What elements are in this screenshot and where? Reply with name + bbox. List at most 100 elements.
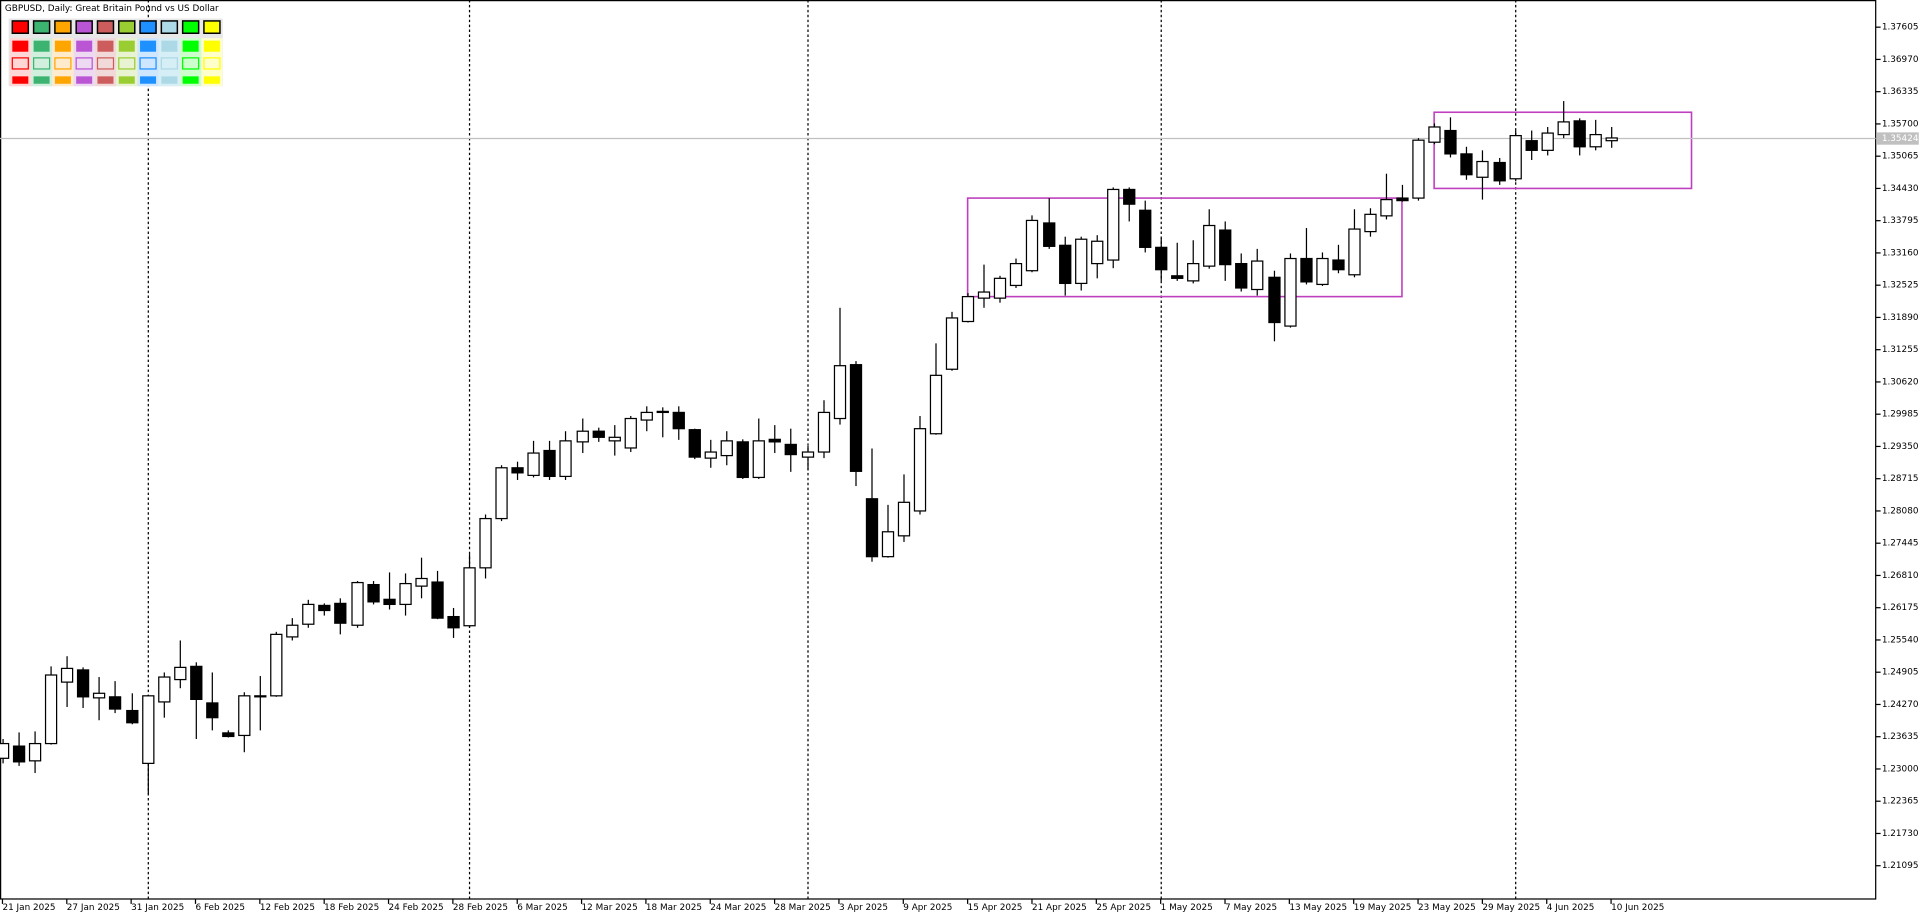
candle-body xyxy=(833,365,847,420)
palette-swatch[interactable] xyxy=(118,40,135,52)
y-tick-label: 1.26810 xyxy=(1882,571,1919,581)
price-zone xyxy=(966,197,1403,298)
candle-body xyxy=(318,604,331,612)
candle-body xyxy=(1251,260,1264,291)
candles xyxy=(0,101,1618,795)
candle-body xyxy=(1557,121,1570,136)
x-tick-label: 31 Jan 2025 xyxy=(131,903,184,913)
candle-body xyxy=(158,676,171,703)
candle-body xyxy=(592,430,605,438)
x-tick-label: 4 Jun 2025 xyxy=(1547,903,1595,913)
palette-swatch[interactable] xyxy=(118,57,136,70)
palette-swatch[interactable] xyxy=(54,20,72,34)
palette-swatch[interactable] xyxy=(12,40,29,52)
candle-body xyxy=(92,692,106,699)
y-tick-label: 1.32525 xyxy=(1882,281,1919,291)
palette-swatch[interactable] xyxy=(32,20,51,34)
palette-swatch[interactable] xyxy=(76,40,93,52)
candle-body xyxy=(784,443,797,456)
palette-swatch[interactable] xyxy=(203,76,220,84)
x-tick-label: 21 Jan 2025 xyxy=(2,903,55,913)
palette-swatch[interactable] xyxy=(160,20,179,34)
palette-swatch[interactable] xyxy=(181,20,200,34)
y-tick-label: 1.29350 xyxy=(1882,442,1919,452)
candle-body xyxy=(1059,244,1072,285)
palette-swatch[interactable] xyxy=(160,57,178,70)
x-tick-label: 12 Feb 2025 xyxy=(260,903,315,913)
palette-swatch[interactable] xyxy=(140,40,157,52)
palette-swatch[interactable] xyxy=(118,76,135,84)
x-tick-label: 25 Apr 2025 xyxy=(1096,903,1151,913)
palette-swatch[interactable] xyxy=(97,40,114,52)
candle-body xyxy=(463,567,476,627)
palette-swatch[interactable] xyxy=(118,20,136,34)
x-tick-label: 15 Apr 2025 xyxy=(968,903,1023,913)
candle-body xyxy=(1605,137,1618,142)
palette-swatch[interactable] xyxy=(97,76,114,84)
palette-swatch[interactable] xyxy=(33,76,50,84)
palette-swatch[interactable] xyxy=(203,57,221,70)
palette-swatch[interactable] xyxy=(182,40,199,52)
palette-swatch[interactable] xyxy=(203,40,220,52)
candle-body xyxy=(1460,153,1473,176)
palette-swatch[interactable] xyxy=(76,76,93,84)
candle-body xyxy=(640,411,653,421)
candle-body xyxy=(1025,219,1039,272)
candle-body xyxy=(688,429,701,458)
bid-label: 1.35424 xyxy=(1882,134,1919,144)
x-tick-label: 27 Jan 2025 xyxy=(67,903,120,913)
candle-body xyxy=(704,451,717,459)
candle-body xyxy=(1203,224,1216,267)
y-tick-label: 1.31255 xyxy=(1882,345,1919,355)
palette-swatch[interactable] xyxy=(75,57,93,70)
y-tick-label: 1.24905 xyxy=(1882,668,1919,678)
palette-swatch[interactable] xyxy=(32,57,51,70)
y-tick-label: 1.21730 xyxy=(1882,829,1919,839)
palette-swatch[interactable] xyxy=(161,76,178,84)
candle-body xyxy=(752,440,765,479)
palette-swatch[interactable] xyxy=(33,40,50,52)
x-tick-label: 12 Mar 2025 xyxy=(582,903,638,913)
candle-body xyxy=(1364,213,1377,233)
candle-body xyxy=(1009,262,1023,287)
palette-swatch[interactable] xyxy=(96,20,115,34)
x-tick-label: 23 May 2025 xyxy=(1418,903,1476,913)
candle-body xyxy=(1284,257,1297,327)
palette-swatch[interactable] xyxy=(182,57,200,70)
candle-body xyxy=(1235,262,1248,289)
candle-body xyxy=(1380,198,1393,217)
candle-body xyxy=(1155,246,1168,271)
palette-swatch[interactable] xyxy=(11,20,30,34)
candle-body xyxy=(1043,222,1056,247)
palette-swatch[interactable] xyxy=(54,76,71,84)
candle-body xyxy=(1493,161,1506,182)
palette-swatch[interactable] xyxy=(54,57,72,70)
candle-body xyxy=(1573,120,1586,148)
palette-swatch[interactable] xyxy=(54,40,71,52)
candle-body xyxy=(543,449,556,478)
palette-swatch[interactable] xyxy=(139,57,157,70)
palette-swatch[interactable] xyxy=(182,76,199,84)
palette-swatch[interactable] xyxy=(203,20,221,34)
palette-swatch[interactable] xyxy=(140,76,157,84)
y-tick-label: 1.23635 xyxy=(1882,732,1919,742)
palette-swatch[interactable] xyxy=(161,40,178,52)
candle-body xyxy=(1428,126,1441,143)
candle-body xyxy=(399,582,412,606)
candle-body xyxy=(1412,139,1425,199)
candle-body xyxy=(1332,259,1345,271)
rectangles xyxy=(966,111,1693,298)
palette-swatch[interactable] xyxy=(12,76,29,84)
y-tick-label: 1.36970 xyxy=(1882,55,1919,65)
candle-body xyxy=(1187,262,1200,282)
candle-body xyxy=(142,695,155,764)
color-palette[interactable] xyxy=(8,18,223,87)
palette-swatch[interactable] xyxy=(96,57,115,70)
candle-body xyxy=(190,665,203,700)
palette-swatch[interactable] xyxy=(139,20,157,34)
palette-swatch[interactable] xyxy=(75,20,93,34)
candle-body xyxy=(897,501,911,537)
y-tick-label: 1.36335 xyxy=(1882,87,1919,97)
palette-swatch[interactable] xyxy=(11,57,29,70)
y-tick-label: 1.33795 xyxy=(1882,216,1919,226)
